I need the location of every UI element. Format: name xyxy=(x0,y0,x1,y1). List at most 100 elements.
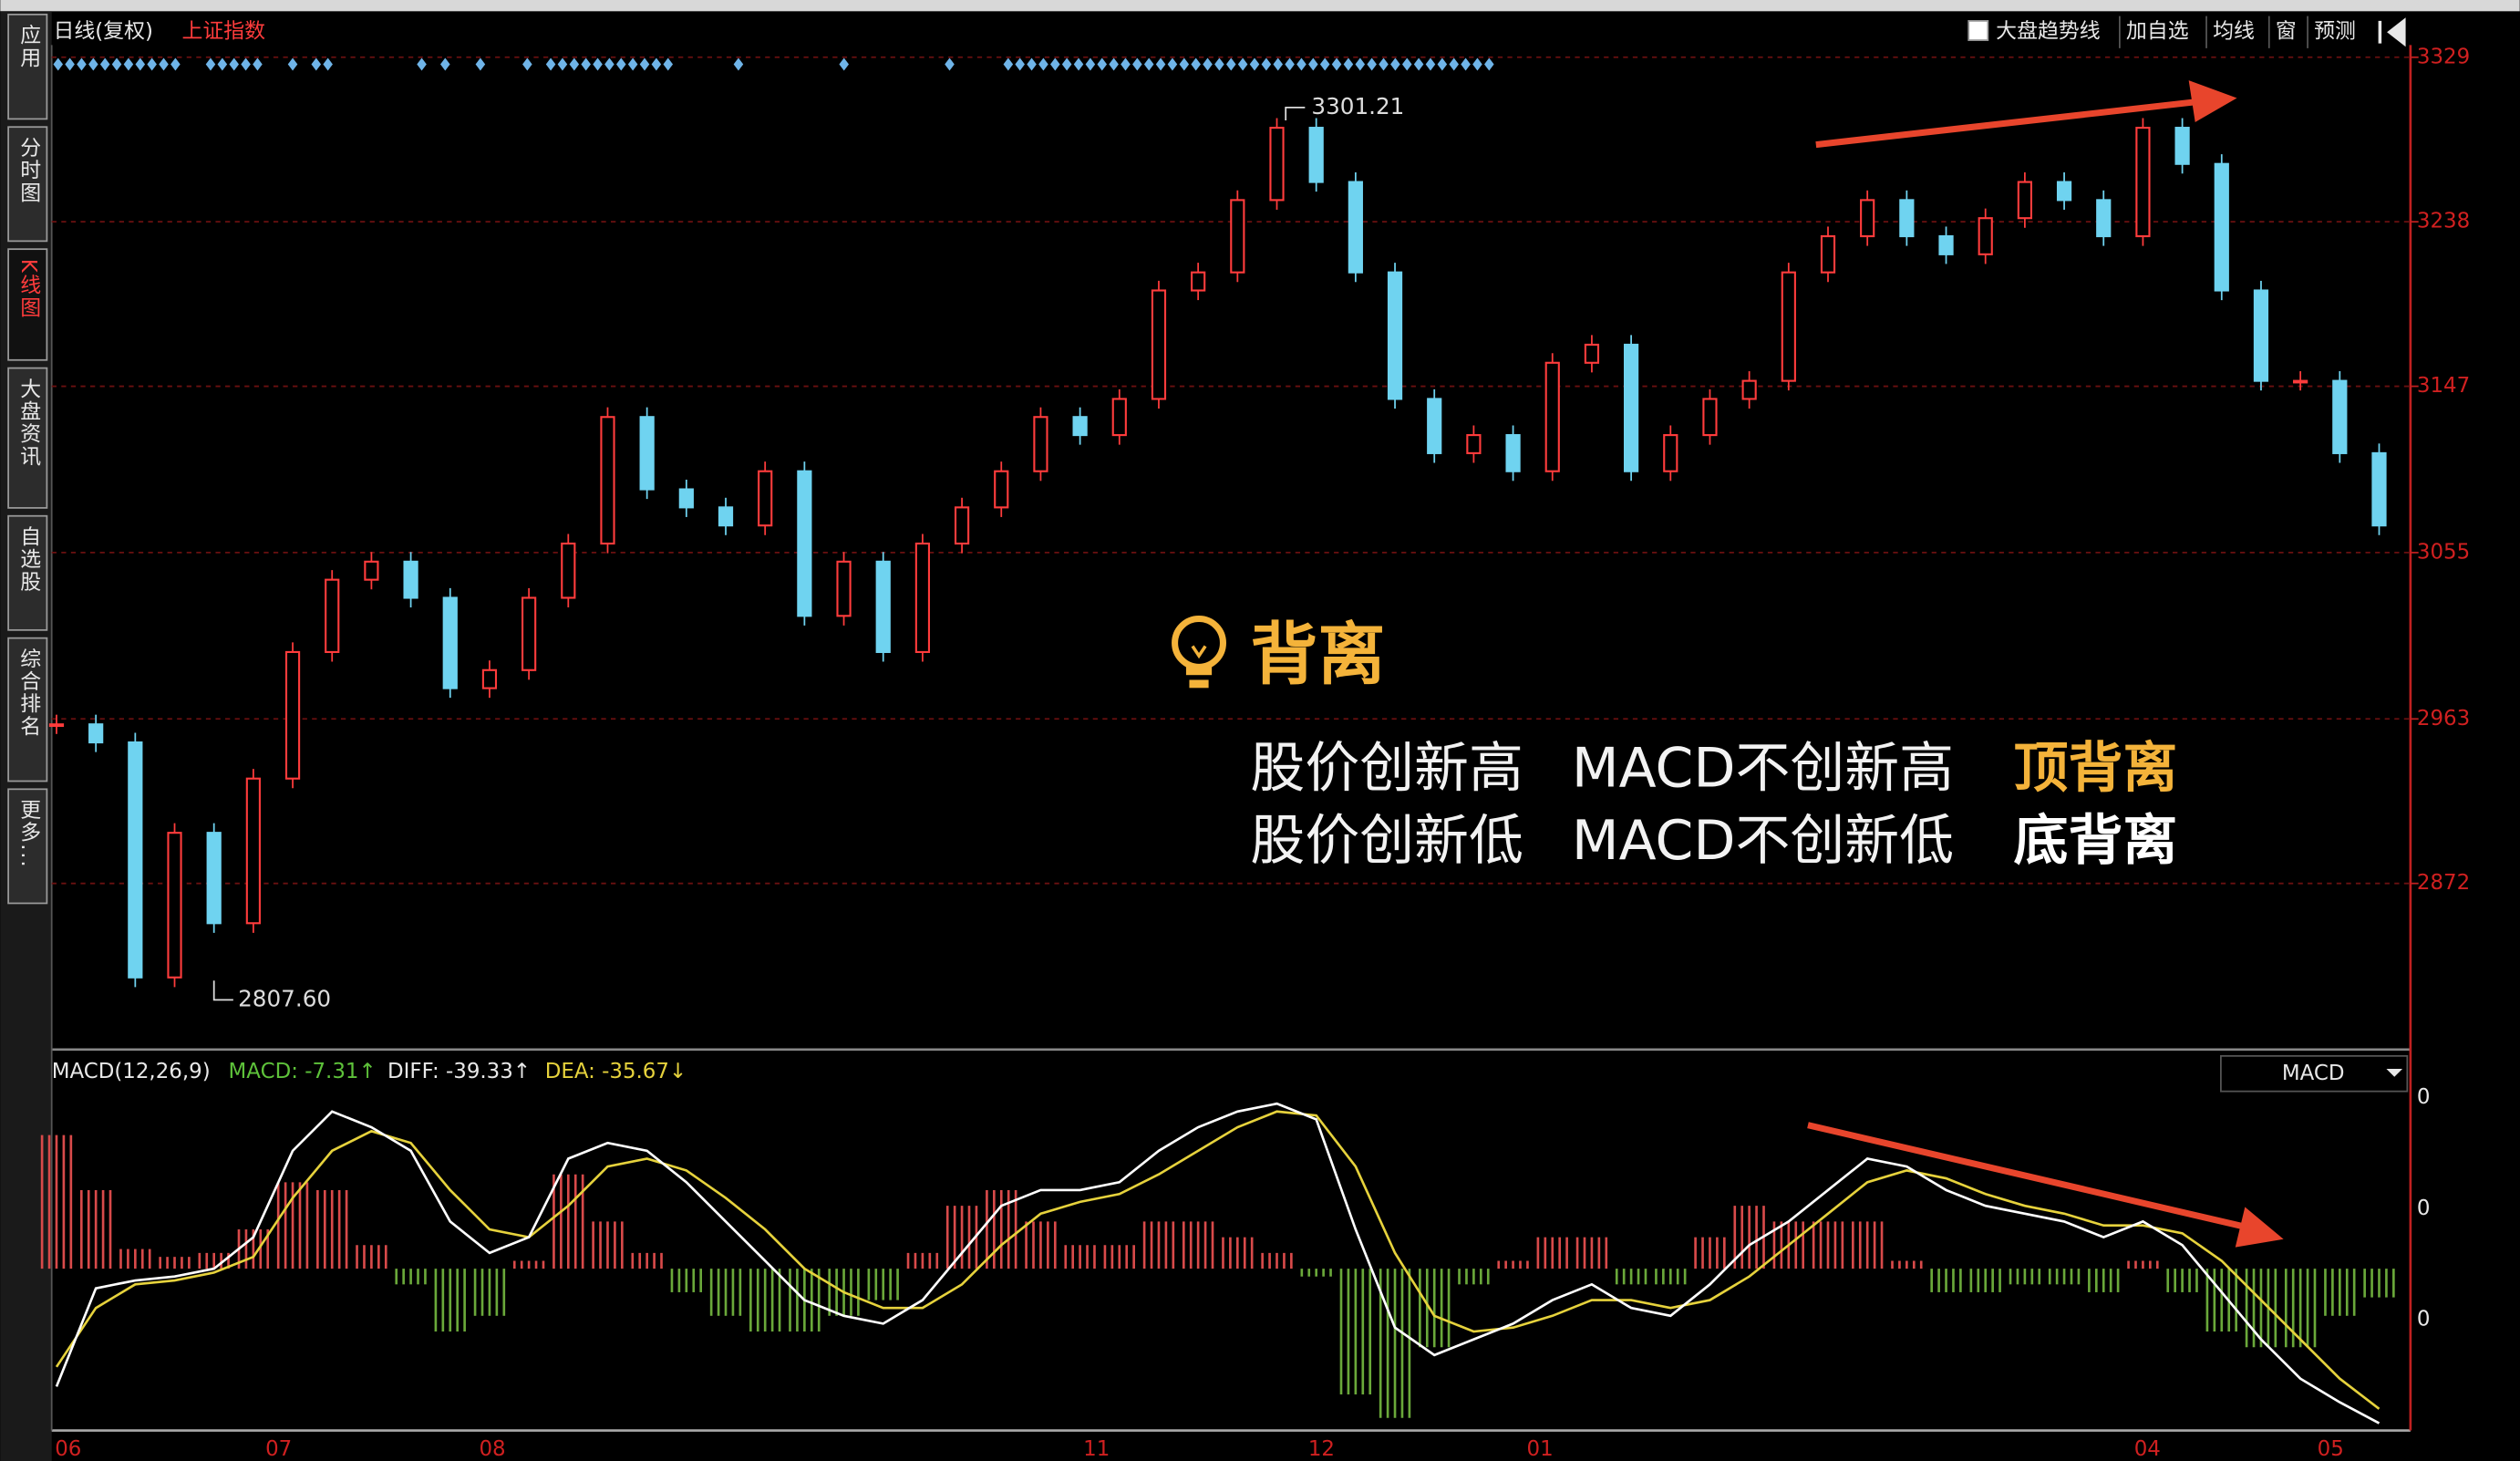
indicator-selector-label[interactable]: MACD xyxy=(2282,1062,2345,1085)
candle xyxy=(2017,181,2032,220)
macd-header: DIFF: -39.33↑ xyxy=(387,1060,531,1083)
top-strip xyxy=(0,0,2520,12)
arrow-head xyxy=(2235,1207,2284,1248)
candle xyxy=(1269,127,1285,202)
y-tick-label: 3329 xyxy=(2417,45,2470,68)
candle xyxy=(1978,217,1993,255)
sidebar-tab[interactable] xyxy=(7,637,48,782)
candle xyxy=(1308,127,1324,183)
sidebar-tab[interactable] xyxy=(7,13,48,120)
sidebar-tab[interactable] xyxy=(7,514,48,631)
collapse-icon[interactable] xyxy=(2378,17,2406,47)
high-marker xyxy=(1285,106,1306,120)
toolbar-button[interactable]: 预测 xyxy=(2314,20,2356,44)
sidebar-tab[interactable] xyxy=(7,367,48,509)
candle xyxy=(1191,271,1206,292)
candle xyxy=(48,723,65,728)
toolbar-button[interactable]: 大盘趋势线 xyxy=(1996,20,2101,44)
candle xyxy=(1348,181,1363,274)
candle xyxy=(639,416,655,491)
sidebar-tab[interactable] xyxy=(7,248,48,361)
candle xyxy=(1111,398,1127,437)
x-tick-label: 06 xyxy=(55,1437,81,1461)
trend-arrow xyxy=(1815,98,2203,149)
sidebar-tab-label[interactable]: 更多... xyxy=(16,799,40,868)
candle xyxy=(797,470,812,617)
indicator-selector[interactable] xyxy=(2220,1055,2409,1093)
x-tick-label: 08 xyxy=(479,1437,505,1461)
candle xyxy=(914,542,931,654)
sidebar-tab-label[interactable]: 应用 xyxy=(16,24,41,68)
candle xyxy=(1899,199,1915,238)
arrow-head xyxy=(2188,80,2237,122)
sidebar-tab-label[interactable]: 大盘资讯 xyxy=(16,378,41,468)
candle xyxy=(1820,234,1836,274)
candle xyxy=(325,578,340,654)
candle xyxy=(1151,289,1167,400)
annotation-result: 底背离 xyxy=(2014,809,2178,873)
toolbar-button[interactable]: 均线 xyxy=(2213,20,2255,44)
candle xyxy=(2253,289,2269,382)
period-label[interactable]: 日线(复权) xyxy=(53,20,153,44)
candle xyxy=(994,470,1009,509)
high-label: 3301.21 xyxy=(1311,93,1404,119)
candle xyxy=(364,560,379,581)
candle xyxy=(2056,181,2072,202)
candle xyxy=(758,470,773,527)
sidebar-tab[interactable] xyxy=(7,126,48,243)
candle xyxy=(442,596,458,689)
candle xyxy=(1741,379,1757,400)
y-tick-label: 2872 xyxy=(2417,871,2470,895)
toolbar-button[interactable]: 窗 xyxy=(2276,20,2297,44)
annotation-text: 股价创新低 xyxy=(1250,809,1523,873)
candle xyxy=(206,832,222,925)
annotation-title: 背离 xyxy=(1250,616,1385,694)
candle xyxy=(836,560,852,617)
y-tick-label: 3147 xyxy=(2417,374,2470,398)
x-tick-label: 04 xyxy=(2134,1437,2161,1461)
candle xyxy=(128,741,143,979)
candle xyxy=(403,560,418,599)
candle xyxy=(2135,127,2151,238)
candle xyxy=(1505,434,1521,472)
sidebar-tab-label[interactable]: 综合排名 xyxy=(16,648,41,738)
sidebar-tab[interactable] xyxy=(7,788,48,905)
toolbar-button[interactable]: 加自选 xyxy=(2126,20,2189,44)
candle xyxy=(1584,343,1600,364)
candle xyxy=(2293,379,2308,384)
candle xyxy=(284,650,301,780)
sidebar-tab-label[interactable]: K线图 xyxy=(16,259,40,319)
dea-line xyxy=(55,1110,2381,1410)
candle xyxy=(954,506,970,545)
candle xyxy=(481,668,498,689)
candle xyxy=(1860,199,1875,238)
candle xyxy=(1781,271,1796,382)
candle xyxy=(1544,361,1560,472)
candle xyxy=(875,560,891,654)
macd-axis-label: 0 xyxy=(2417,1085,2431,1109)
candle xyxy=(1427,398,1442,454)
dropdown-icon[interactable] xyxy=(2386,1068,2403,1077)
y-tick-label: 3055 xyxy=(2417,540,2470,564)
candle xyxy=(561,542,576,599)
sidebar-tab-label[interactable]: 自选股 xyxy=(16,525,41,593)
macd-axis-label: 0 xyxy=(2417,1307,2431,1331)
x-tick-label: 01 xyxy=(1527,1437,1554,1461)
sidebar-tab-label[interactable]: 分时图 xyxy=(16,137,40,204)
macd-header: DEA: -35.67↓ xyxy=(545,1060,687,1083)
trend-checkbox[interactable] xyxy=(1967,20,1989,41)
candle xyxy=(167,832,182,979)
candle xyxy=(1072,416,1088,437)
trend-arrow xyxy=(1807,1122,2251,1231)
macd-header: MACD(12,26,9) xyxy=(52,1060,211,1083)
x-tick-label: 07 xyxy=(265,1437,292,1461)
low-marker xyxy=(212,980,233,1001)
candle xyxy=(1466,434,1482,454)
candle xyxy=(1663,434,1678,472)
candle xyxy=(718,506,734,527)
candle xyxy=(2174,127,2190,165)
